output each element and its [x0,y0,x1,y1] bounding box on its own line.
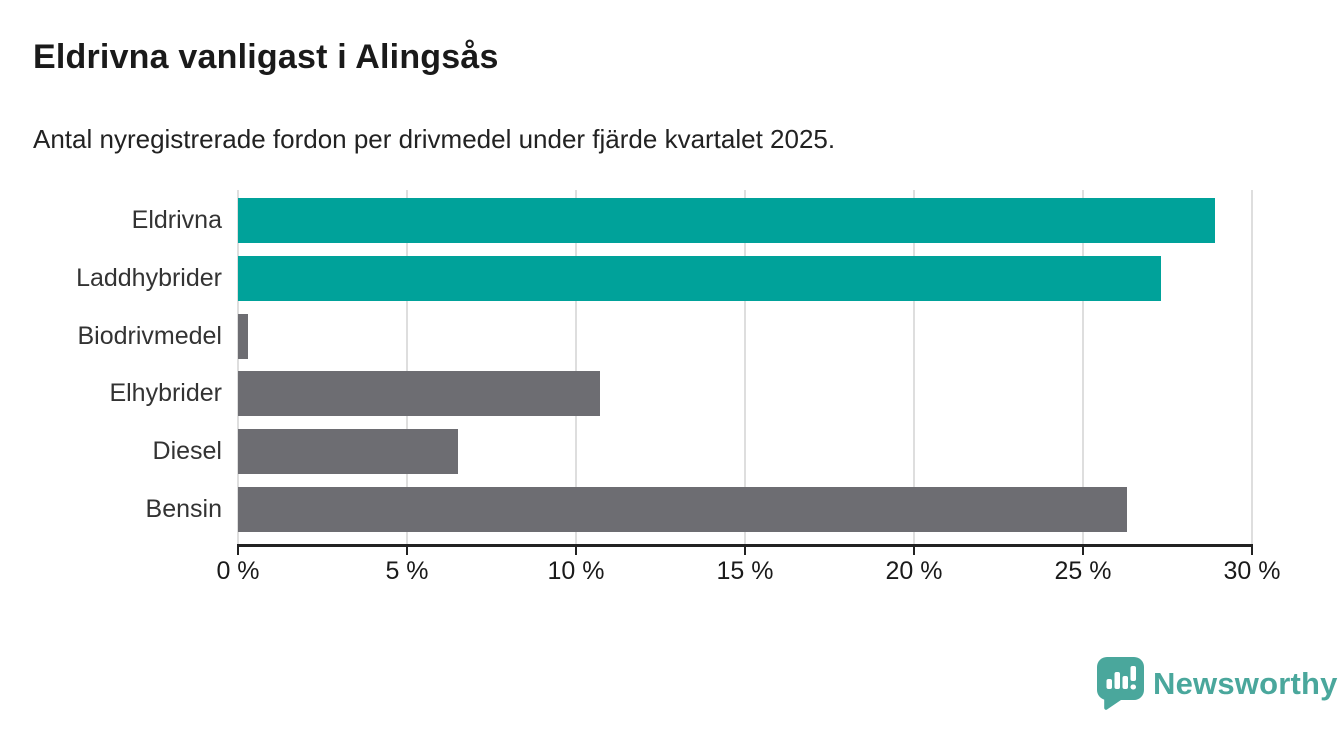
category-label-diesel: Diesel [152,437,222,466]
x-axis-tick-20 [913,544,915,555]
newsworthy-logo-icon [1097,657,1144,710]
chart-title: Eldrivna vanligast i Alingsås [33,38,499,76]
category-label-elhybrider: Elhybrider [109,379,222,408]
gridline-30-percent [1251,190,1253,544]
bar-laddhybrider [238,255,1161,301]
gridline-20-percent [913,190,915,544]
x-axis-tick-30 [1251,544,1253,555]
bar-biodrivmedel [238,313,249,359]
gridline-15-percent [744,190,746,544]
chart-subtitle: Antal nyregistrerade fordon per drivmede… [33,124,836,154]
bar-elhybrider [238,371,600,417]
x-axis-tick-label-20: 20 % [885,557,943,585]
x-axis-tick-label-5: 5 % [385,557,429,585]
x-axis-tick-5 [406,544,408,555]
newsworthy-brand: Newsworthy [1097,657,1338,710]
x-axis-tick-label-0: 0 % [216,557,260,585]
x-axis-tick-15 [744,544,746,555]
bar-diesel [238,429,458,475]
x-axis-tick-label-15: 15 % [716,557,774,585]
newsworthy-logo-text: Newsworthy [1153,665,1338,701]
x-axis-tick-label-25: 25 % [1054,557,1112,585]
x-axis-tick-0 [237,544,239,555]
gridline-10-percent [575,190,577,544]
category-label-eldrivna: Eldrivna [131,206,222,234]
x-axis-tick-25 [1082,544,1084,555]
category-label-laddhybrider: Laddhybrider [76,263,222,292]
x-axis-tick-10 [575,544,577,555]
category-label-bensin: Bensin [145,495,222,523]
category-label-biodrivmedel: Biodrivmedel [77,321,222,350]
gridline-0-percent [237,190,239,544]
x-axis-tick-label-10: 10 % [547,557,605,585]
bar-eldrivna [238,198,1215,243]
gridline-5-percent [406,190,408,544]
gridline-25-percent [1082,190,1084,544]
bar-bensin [238,487,1127,532]
x-axis-tick-label-30: 30 % [1223,557,1281,585]
